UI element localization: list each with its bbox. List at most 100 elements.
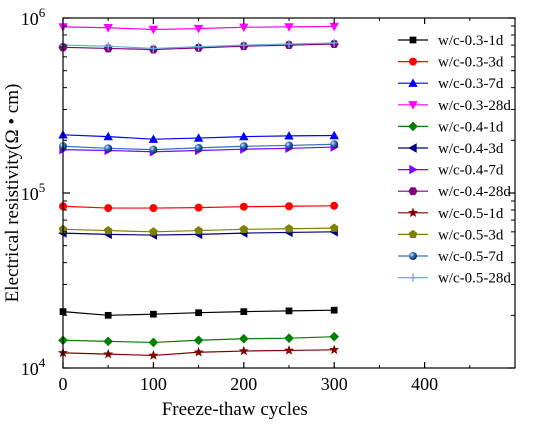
data-point (330, 201, 339, 210)
data-point (194, 225, 203, 235)
data-point (148, 134, 159, 143)
data-point (104, 204, 113, 213)
data-point (329, 223, 339, 232)
x-tick-label: 200 (230, 374, 257, 394)
legend-marker (409, 164, 418, 175)
series-w/c-0.3-28d (58, 22, 339, 35)
legend-marker (408, 78, 418, 87)
data-point (329, 331, 340, 342)
legend-item: w/c-0.3-7d (398, 76, 504, 92)
series-w/c-0.5-7d (59, 140, 339, 154)
data-point (284, 224, 294, 233)
x-ticks: 0 100 200 300 400 (59, 18, 471, 394)
data-point (194, 42, 203, 51)
legend-item: w/c-0.5-7d (398, 249, 504, 265)
series-w/c-0.5-1d (58, 344, 340, 360)
data-point (104, 144, 113, 153)
data-point (193, 133, 204, 142)
data-point (194, 143, 203, 152)
data-point (149, 227, 158, 236)
legend: w/c-0.3-1d w/c-0.3-3d w/c-0.3-7d w/c-0.3-28… (398, 33, 511, 287)
data-point (239, 202, 248, 211)
x-tick-label: 100 (140, 374, 167, 394)
data-point (285, 307, 293, 315)
legend-marker (408, 207, 418, 218)
data-point (103, 225, 113, 235)
legend-label: w/c-0.3-28d (438, 98, 511, 114)
legend-marker (409, 252, 417, 260)
data-point (239, 142, 248, 151)
data-point (150, 310, 157, 318)
data-point (195, 309, 202, 317)
legend-item: w/c-0.4-7d (398, 163, 504, 179)
data-point (104, 311, 112, 319)
data-point (330, 38, 339, 48)
data-point (103, 336, 114, 347)
legend-label: w/c-0.4-1d (438, 119, 504, 135)
series-w/c-0.3-1d (59, 306, 338, 319)
legend-item: w/c-0.4-3d (398, 141, 504, 157)
data-point (193, 24, 204, 34)
legend-marker (409, 57, 417, 66)
legend-label: w/c-0.5-1d (438, 206, 504, 222)
data-point (104, 42, 113, 51)
data-point (149, 145, 158, 154)
data-point (238, 333, 249, 344)
data-point (284, 345, 294, 355)
data-point (330, 140, 339, 149)
data-point (149, 204, 158, 213)
data-point (285, 202, 293, 211)
legend-marker (408, 121, 418, 132)
x-tick-label: 400 (411, 374, 438, 394)
y-tick-label: 104 (21, 355, 46, 379)
legend-item: w/c-0.3-28d (398, 98, 511, 114)
series-w/c-0.5-28d (58, 38, 339, 53)
legend-label: w/c-0.5-7d (438, 249, 504, 265)
y-tick-label: 106 (21, 5, 46, 29)
legend-item: w/c-0.3-1d (398, 33, 504, 49)
data-point (285, 141, 293, 150)
data-point (238, 345, 249, 356)
data-point (284, 39, 294, 49)
legend-item: w/c-0.4-1d (398, 119, 504, 135)
legend-item: w/c-0.5-3d (398, 227, 504, 243)
legend-item: w/c-0.4-28d (398, 184, 511, 200)
legend-label: w/c-0.5-28d (438, 271, 511, 287)
legend-label: w/c-0.4-3d (438, 141, 504, 157)
legend-item: w/c-0.5-1d (398, 206, 504, 222)
data-point (103, 348, 114, 359)
data-point (284, 131, 294, 140)
legend-label: w/c-0.4-7d (438, 163, 504, 179)
legend-label: w/c-0.3-1d (438, 33, 504, 49)
legend-item: w/c-0.5-28d (398, 271, 511, 287)
x-tick-label: 0 (59, 374, 68, 394)
series-layer (58, 22, 340, 360)
data-point (329, 344, 340, 355)
legend-marker (408, 229, 418, 239)
data-point (329, 130, 339, 140)
data-point (193, 335, 204, 346)
data-point (239, 40, 248, 50)
legend-item: w/c-0.3-3d (398, 55, 504, 71)
data-point (149, 44, 158, 53)
series-w/c-0.3-7d (58, 130, 339, 143)
data-point (193, 347, 204, 357)
legend-label: w/c-0.4-28d (438, 184, 511, 200)
legend-marker (409, 36, 417, 44)
data-point (148, 25, 159, 35)
legend-marker (408, 273, 418, 282)
data-point (239, 131, 249, 141)
y-tick-label: 105 (21, 180, 46, 204)
x-tick-label: 300 (321, 374, 348, 394)
series-w/c-0.4-1d (58, 331, 340, 348)
y-axis-label: Electrical resistivity(Ω • cm) (2, 84, 23, 303)
data-point (194, 203, 203, 212)
legend-label: w/c-0.3-3d (438, 55, 504, 71)
data-point (284, 333, 294, 344)
data-point (103, 24, 113, 33)
y-ticks: 104 105 106 (21, 5, 515, 379)
data-point (284, 23, 294, 32)
legend-marker (408, 143, 417, 153)
legend-label: w/c-0.5-3d (438, 227, 504, 243)
